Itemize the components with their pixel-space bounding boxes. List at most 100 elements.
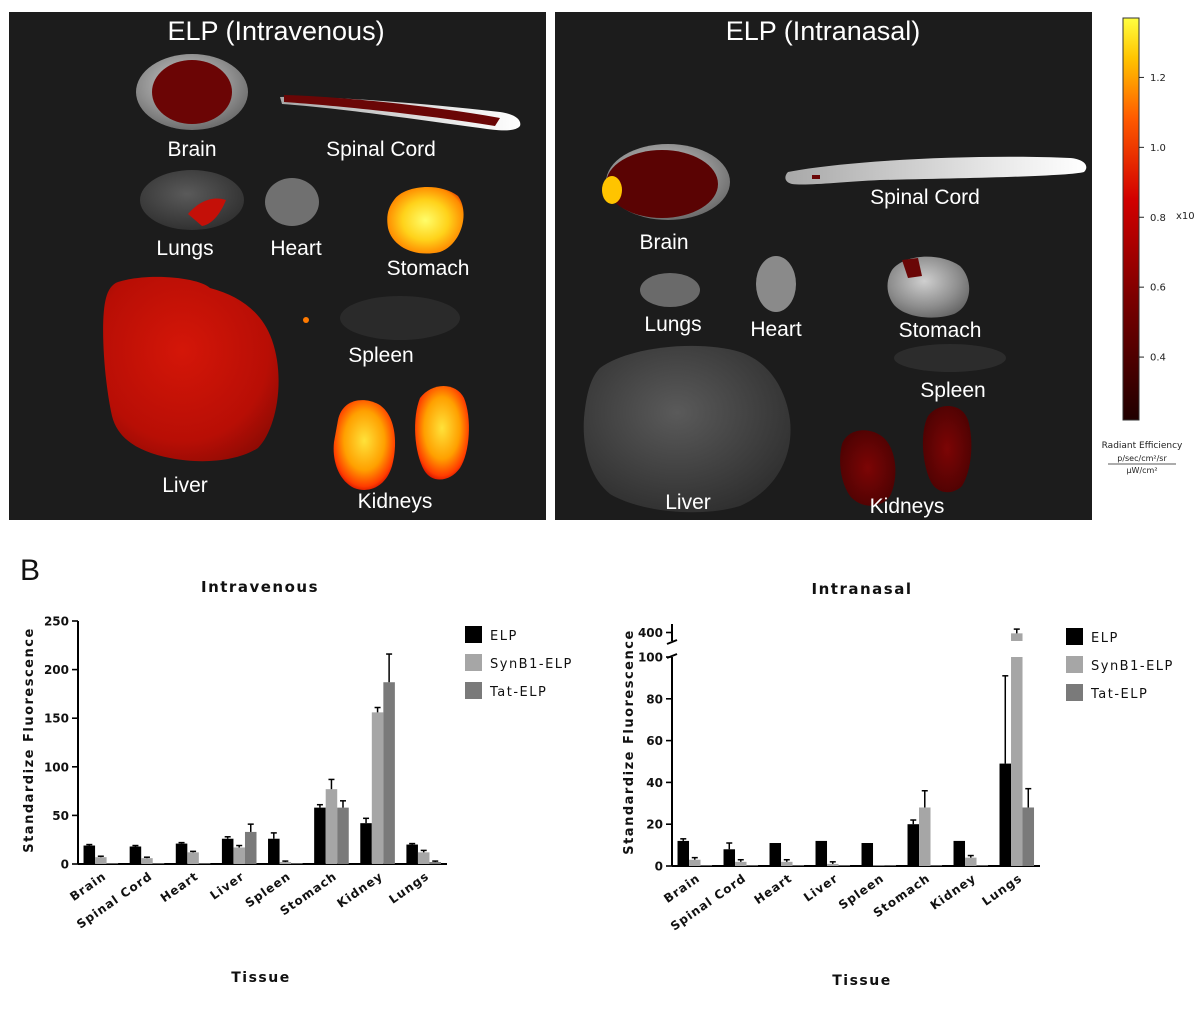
x-axis-label: Tissue [231,970,290,986]
y-tick-label: 60 [646,734,663,748]
right-label-liver: Liver [665,491,711,514]
y-tick-label: 50 [52,809,69,823]
x-axis-label: Tissue [832,973,891,989]
intravenous-chart: Intravenous Standardize Fluorescence Tis… [22,578,573,986]
legend-label: SynB1-ELP [1091,659,1174,674]
y-tick-label: 200 [44,663,69,677]
colorbar-tick-label: 1.2 [1150,73,1166,84]
bar-heart-elp [175,843,188,864]
legend-swatch-tat-elp [465,682,482,699]
right-spleen-organ [894,344,1006,372]
left-heart-organ [265,178,319,226]
bar-lungs-synb1-elp [1011,657,1023,866]
colorbar-ticks: 1.2 1.0 0.8 0.6 0.4 [1139,73,1166,364]
bar-spleen-tat-elp [291,863,303,864]
colorbar-tick-label: 0.8 [1150,213,1166,224]
right-kidneys-organ [840,405,972,506]
x-tick-label: Lungs [386,869,431,907]
chart-title: Intranasal [812,580,913,598]
x-tick-label: Kidney [334,869,385,911]
bar-lungs-tat-elp [429,862,442,864]
bar-kidney-synb1-elp [965,857,977,866]
y-tick-label: 100 [44,760,69,774]
colorbar-title: Radiant Efficiency [1102,441,1183,451]
colorbar-tick-label: 0.4 [1150,353,1166,364]
right-label-heart: Heart [750,318,802,341]
left-organ-image: ELP (Intravenous) Brain Spinal Cord Lung… [9,12,546,520]
left-organ-labels: Brain Spinal Cord Lungs Heart Stomach Sp… [156,138,469,513]
bar-heart-synb1-elp [781,861,793,866]
bar-kidney-tat-elp [383,682,395,864]
x-tick-label: Liver [801,871,841,905]
right-brain-organ [602,144,730,220]
legend-label: ELP [1091,631,1119,646]
y-tick-label-upper: 400 [638,626,663,640]
bar-heart-tat-elp [198,863,211,864]
bar-liver-synb1-elp [827,863,839,866]
right-organ-labels: Brain Spinal Cord Lungs Heart Stomach Sp… [639,186,985,518]
bar-kidney-synb1-elp [371,712,384,864]
bar-spinal-cord-synb1-elp [735,861,747,866]
bar-spleen-synb1-elp [873,865,885,866]
bar-spinal-cord-elp [129,846,142,864]
x-tick-label: Liver [207,869,247,903]
left-label-spinal-cord: Spinal Cord [326,138,436,161]
chart-title: Intravenous [201,578,319,596]
bar-stomach-elp [314,807,326,864]
bar-stomach-tat-elp [930,865,943,866]
right-stomach-organ [887,256,970,318]
x-tick-label: Brain [661,871,702,906]
y-tick-label: 150 [44,712,69,726]
bar-brain-synb1-elp [95,857,107,864]
y-tick-label: 80 [646,692,663,706]
bar-liver-elp [815,840,828,866]
left-image-title: ELP (Intravenous) [167,16,384,46]
left-label-brain: Brain [167,138,216,161]
bar-spleen-tat-elp [884,865,897,866]
bar-spleen-elp [268,838,280,864]
bar-spinal-cord-synb1-elp [141,858,153,864]
left-brain-organ [136,54,248,130]
legend-label: Tat-ELP [1090,687,1148,702]
x-tick-label: Heart [158,869,201,905]
y-tick-label: 0 [61,858,69,872]
legend-swatch-synb1-elp [1066,656,1083,673]
bar-lungs-tat-elp [1022,807,1035,866]
bar-spinal-cord-tat-elp [746,865,759,866]
left-label-liver: Liver [162,474,208,497]
bar-kidney-elp [953,840,966,866]
intravenous-legend: ELP SynB1-ELP Tat-ELP [465,626,573,700]
colorbar-unit-denominator: μW/cm² [1126,466,1157,475]
bar-stomach-tat-elp [337,807,349,864]
y-axis-label: Standardize Fluorescence [622,629,637,855]
bar-lungs-elp [406,844,418,864]
left-spleen-signal [303,317,309,323]
x-tick-label: Lungs [979,871,1024,909]
y-tick-label: 40 [646,776,663,790]
y-tick-label: 250 [44,615,69,629]
legend-label: SynB1-ELP [490,657,573,672]
bar-brain-tat-elp [700,865,713,866]
bar-brain-synb1-elp [689,859,701,866]
y-axis-label: Standardize Fluorescence [22,627,37,853]
left-spinal-cord-organ [280,95,521,131]
y-tick-label: 20 [646,818,663,832]
bar-liver-elp [221,838,234,864]
bar-brain-tat-elp [106,863,119,864]
left-label-stomach: Stomach [387,257,470,280]
right-lungs-organ [640,273,700,307]
bar-heart-synb1-elp [187,852,199,864]
bar-liver-tat-elp [838,865,851,866]
left-spleen-organ [340,296,460,340]
right-organ-image: ELP (Intranasal) Brain Spinal Cord Lungs… [555,12,1092,520]
bar-heart-elp [769,843,782,866]
colorbar-multiplier: x10 [1176,211,1195,222]
bar-spinal-cord-tat-elp [152,863,165,864]
bar-stomach-synb1-elp [325,789,338,864]
bar-stomach-synb1-elp [919,807,931,866]
colorbar-gradient [1122,17,1140,421]
intranasal-legend: ELP SynB1-ELP Tat-ELP [1066,628,1174,702]
